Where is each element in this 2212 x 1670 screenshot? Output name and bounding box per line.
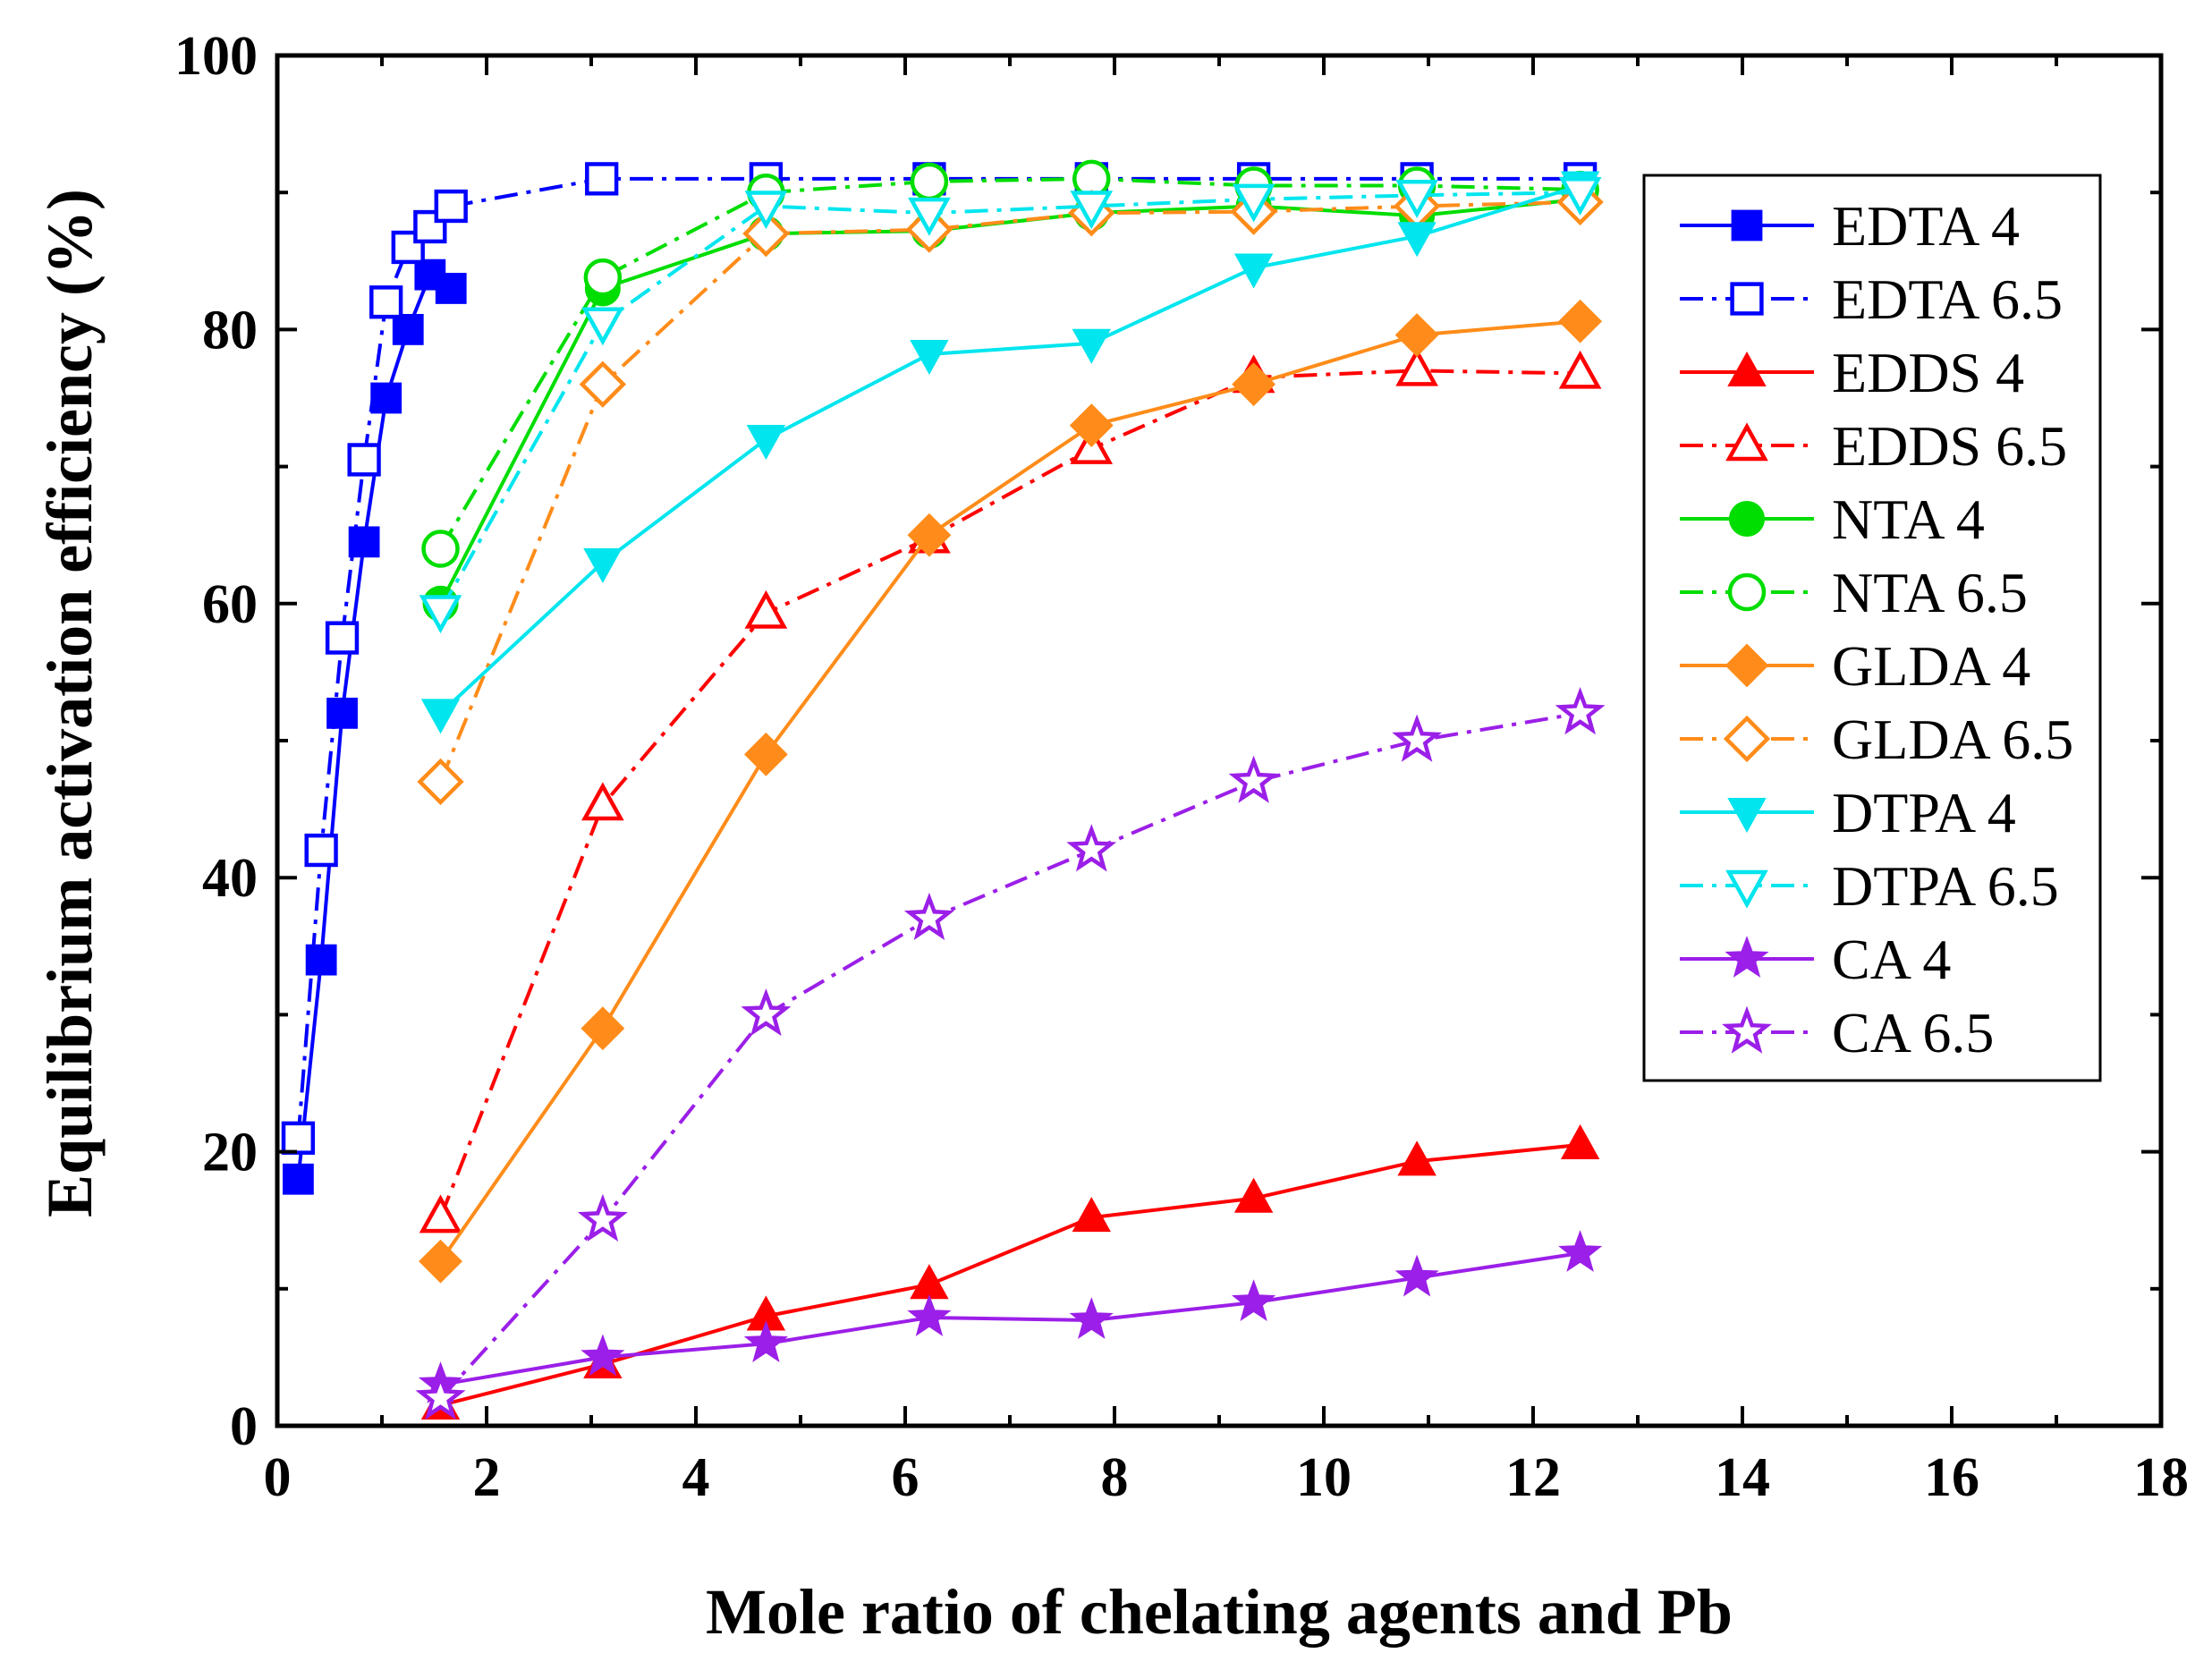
legend-label: EDDS 4 [1832, 341, 2024, 404]
data-point-edds-4 [911, 1266, 947, 1298]
data-point-glda-6-5 [582, 364, 623, 405]
x-tick-label: 16 [1924, 1447, 1979, 1508]
data-point-edta-4 [284, 1165, 313, 1194]
y-axis-title: Equilibrium activation efficiency (%) [34, 189, 106, 1217]
data-point-ca-4 [910, 1297, 949, 1335]
legend-label: EDTA 4 [1832, 194, 2020, 258]
data-point-nta-6-5 [424, 532, 458, 566]
data-point-ca-4 [1561, 1233, 1600, 1270]
data-point-edta-6-5 [587, 164, 616, 193]
data-point-edds-4 [1563, 1126, 1598, 1158]
series-line-glda-4 [441, 321, 1581, 1261]
plot-area [284, 162, 1601, 1419]
legend: EDTA 4 EDTA 6.5 EDDS 4 EDDS 6.5 NTA 4 NTA 6.5… [1644, 175, 2100, 1081]
data-point-dtpa-6-5 [748, 193, 784, 225]
data-point-ca-6-5 [1072, 830, 1111, 868]
data-point-edta-6-5 [327, 623, 357, 653]
legend-marker [1733, 211, 1762, 241]
x-tick-label: 14 [1715, 1447, 1770, 1508]
legend-label: NTA 6.5 [1832, 561, 2028, 624]
data-point-dtpa-6-5 [585, 309, 621, 342]
legend-label: CA 4 [1832, 928, 1951, 991]
data-point-ca-6-5 [1234, 761, 1274, 799]
data-point-edta-4 [394, 315, 423, 344]
x-tick-label: 0 [264, 1447, 292, 1508]
y-tick-label: 100 [174, 26, 258, 87]
x-tick-label: 2 [473, 1447, 501, 1508]
data-point-edta-6-5 [307, 835, 336, 865]
legend-label: GLDA 4 [1832, 634, 2030, 698]
data-point-edta-4 [307, 945, 336, 975]
data-point-edta-4 [371, 384, 401, 413]
data-point-glda-4 [1233, 364, 1275, 405]
data-point-ca-4 [1397, 1258, 1437, 1295]
y-tick-label: 80 [202, 300, 258, 360]
legend-marker [1730, 502, 1764, 536]
line-chart: 0 2 4 6 8 10 12 14 16 18 0 20 40 60 80 100 Mole ratio o… [0, 0, 2212, 1666]
data-point-glda-4 [1071, 405, 1112, 446]
data-point-glda-4 [582, 1008, 623, 1049]
data-point-ca-4 [1072, 1300, 1111, 1337]
data-point-edds-6-5 [1563, 354, 1598, 386]
series-edta-6-5 [284, 164, 1595, 1152]
data-point-edta-4 [436, 274, 466, 303]
series-line-edta-6-5 [298, 179, 1580, 1138]
data-point-edta-6-5 [436, 191, 466, 221]
data-point-edta-6-5 [284, 1123, 313, 1153]
series-glda-4 [420, 301, 1601, 1282]
data-point-ca-6-5 [910, 898, 949, 936]
series-line-dtpa-6-5 [441, 192, 1581, 610]
x-tick-label: 12 [1505, 1447, 1561, 1508]
legend-label: GLDA 6.5 [1832, 708, 2073, 771]
data-point-edds-6-5 [748, 595, 784, 627]
data-point-dtpa-4 [911, 341, 947, 373]
legend-label: NTA 4 [1832, 487, 1985, 551]
data-point-nta-6-5 [912, 165, 946, 199]
data-point-nta-6-5 [586, 260, 620, 294]
data-point-dtpa-4 [748, 426, 784, 458]
data-point-glda-4 [1560, 301, 1601, 342]
series-line-nta-4 [441, 199, 1581, 604]
legend-marker [1730, 575, 1764, 609]
y-tick-label: 60 [202, 574, 258, 635]
legend-label: EDDS 6.5 [1832, 414, 2067, 478]
x-axis-title: Mole ratio of chelating agents and Pb [706, 1576, 1733, 1648]
series-dtpa-4 [423, 173, 1598, 733]
y-tick-label: 40 [202, 848, 258, 909]
data-point-glda-4 [420, 1241, 462, 1282]
y-tick-label: 20 [202, 1123, 258, 1183]
data-point-edta-6-5 [350, 445, 379, 475]
legend-label: EDTA 6.5 [1832, 267, 2063, 331]
x-tick-label: 6 [892, 1447, 920, 1508]
legend-label: CA 6.5 [1832, 1001, 1994, 1064]
x-tick-label: 4 [682, 1447, 710, 1508]
data-point-ca-6-5 [747, 994, 786, 1031]
data-point-ca-6-5 [1561, 692, 1600, 730]
data-point-edta-6-5 [371, 287, 401, 317]
data-point-glda-4 [1396, 315, 1437, 356]
y-tick-label: 0 [230, 1396, 258, 1457]
data-point-glda-6-5 [420, 761, 462, 802]
data-point-ca-4 [1234, 1282, 1274, 1319]
data-point-edds-6-5 [423, 1199, 459, 1231]
data-point-dtpa-4 [1073, 330, 1109, 362]
x-tick-label: 8 [1101, 1447, 1129, 1508]
data-point-dtpa-4 [1236, 254, 1272, 286]
legend-label: DTPA 6.5 [1832, 854, 2059, 918]
series-line-edds-6-5 [441, 370, 1581, 1217]
series-edds-6-5 [423, 352, 1598, 1231]
x-tick-label: 18 [2133, 1447, 2189, 1508]
data-point-glda-4 [745, 733, 786, 775]
legend-marker [1733, 284, 1762, 314]
x-tick-label: 10 [1296, 1447, 1352, 1508]
chart-container: 0 2 4 6 8 10 12 14 16 18 0 20 40 60 80 100 Mole ratio o… [0, 0, 2212, 1666]
data-point-ca-6-5 [1397, 720, 1437, 758]
data-point-dtpa-4 [423, 699, 459, 732]
legend-label: DTPA 4 [1832, 781, 2016, 844]
